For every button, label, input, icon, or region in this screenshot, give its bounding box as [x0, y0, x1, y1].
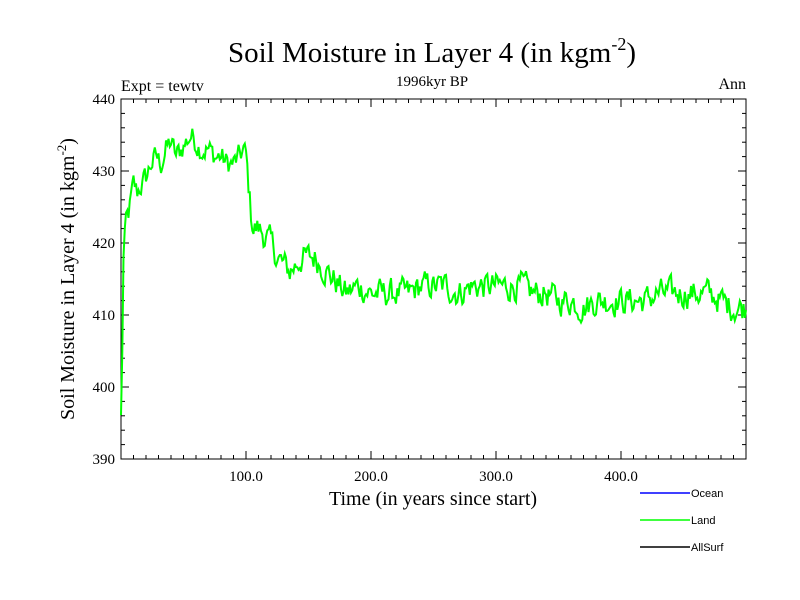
x-tick-label: 300.0 — [479, 469, 513, 485]
legend-label-ocean: Ocean — [691, 488, 723, 500]
series-group — [120, 128, 747, 416]
y-tick-label: 400 — [93, 380, 116, 396]
legend-label-allsurf: AllSurf — [691, 542, 724, 554]
x-tick-label: 100.0 — [229, 469, 263, 485]
x-tick-label: 200.0 — [354, 469, 388, 485]
chart-title: Soil Moisture in Layer 4 (in kgm-2) — [228, 34, 636, 69]
y-tick-label: 420 — [93, 236, 116, 252]
experiment-label: Expt = tewtv — [121, 78, 204, 95]
y-tick-label: 430 — [93, 164, 116, 180]
y-tick-label: 440 — [93, 92, 116, 108]
y-tick-label: 410 — [93, 308, 116, 324]
x-axis-label: Time (in years since start) — [329, 488, 537, 510]
legend-label-land: Land — [691, 515, 715, 527]
season-label: Ann — [718, 76, 746, 93]
y-tick-label: 390 — [93, 452, 116, 468]
y-axis-label: Soil Moisture in Layer 4 (in kgm-2) — [54, 138, 79, 420]
axis-ticks: 390 400 410 420 430 440 100.0 200.0 300.0 400.0 — [93, 92, 746, 485]
period-label: 1996kyr BP — [396, 74, 468, 90]
legend: Ocean Land AllSurf — [640, 488, 724, 554]
x-tick-label: 400.0 — [604, 469, 638, 485]
series-line-land — [120, 128, 747, 416]
